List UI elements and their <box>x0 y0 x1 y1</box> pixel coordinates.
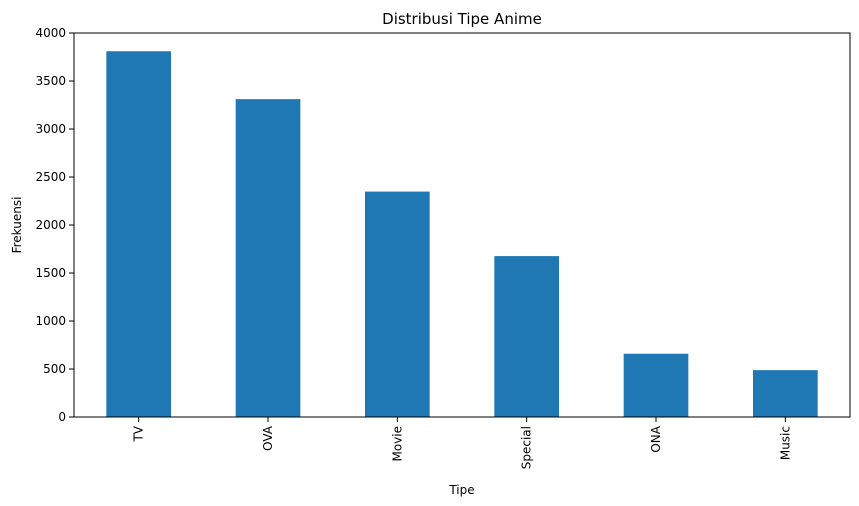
x-tick-label: ONA <box>649 425 663 452</box>
bars-group <box>106 51 818 418</box>
x-tick-label: Music <box>778 426 792 460</box>
chart-title: Distribusi Tipe Anime <box>382 10 542 28</box>
x-tick-label: OVA <box>261 425 275 451</box>
y-tick-label: 3500 <box>35 74 66 88</box>
bar-tv <box>106 51 171 418</box>
x-tick-label: Special <box>520 426 534 469</box>
x-tick-label: Movie <box>390 426 404 462</box>
y-axis: 0 500 1000 1500 2000 2500 3000 3500 4000 <box>35 26 74 424</box>
y-tick-label: 2500 <box>35 170 66 184</box>
x-tick-label: TV <box>132 425 146 442</box>
y-tick-label: 500 <box>43 362 66 376</box>
y-tick-label: 1000 <box>35 314 66 328</box>
bar-ona <box>623 353 689 417</box>
x-axis: TV OVA Movie Special ONA Music <box>132 417 792 469</box>
x-axis-label: Tipe <box>448 483 474 497</box>
bar-music <box>753 370 818 417</box>
bar-special <box>494 256 559 417</box>
y-tick-label: 0 <box>58 410 66 424</box>
bar-ova <box>235 99 301 418</box>
plot-frame <box>73 32 851 418</box>
y-tick-label: 1500 <box>35 266 66 280</box>
y-tick-label: 2000 <box>35 218 66 232</box>
y-tick-label: 4000 <box>35 26 66 40</box>
bar-movie <box>365 191 430 417</box>
y-axis-label: Frekuensi <box>10 197 24 254</box>
y-tick-label: 3000 <box>35 122 66 136</box>
